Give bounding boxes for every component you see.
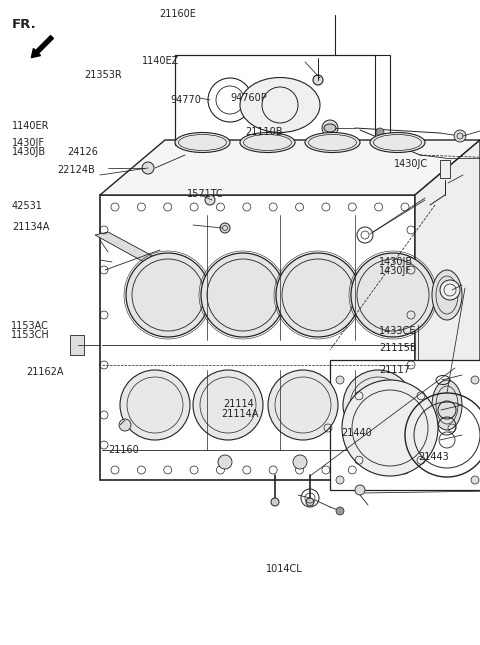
Text: 21134A: 21134A <box>12 222 49 232</box>
Ellipse shape <box>432 270 462 320</box>
Polygon shape <box>95 232 175 272</box>
Circle shape <box>119 419 131 431</box>
Ellipse shape <box>324 124 336 132</box>
Text: 1430JB: 1430JB <box>379 257 413 267</box>
Text: 21162A: 21162A <box>26 366 64 377</box>
Text: 1140EZ: 1140EZ <box>142 56 179 66</box>
Circle shape <box>218 455 232 469</box>
Text: 1433CE: 1433CE <box>379 326 417 336</box>
Circle shape <box>454 130 466 142</box>
Text: 1430JF: 1430JF <box>12 138 45 148</box>
Ellipse shape <box>175 132 230 152</box>
Circle shape <box>440 280 460 300</box>
Bar <box>70 335 84 355</box>
Text: 1430JF: 1430JF <box>379 266 412 276</box>
Ellipse shape <box>240 132 295 152</box>
Text: 21440: 21440 <box>341 428 372 439</box>
Circle shape <box>193 370 263 440</box>
Circle shape <box>201 253 285 337</box>
Circle shape <box>313 75 323 85</box>
Circle shape <box>336 376 344 384</box>
Polygon shape <box>415 140 480 480</box>
Bar <box>330 360 480 490</box>
Circle shape <box>322 120 338 136</box>
Text: 21160: 21160 <box>108 445 139 455</box>
Bar <box>100 195 415 480</box>
Text: 1571TC: 1571TC <box>187 188 224 199</box>
Circle shape <box>336 507 344 515</box>
Text: 21160E: 21160E <box>159 9 196 19</box>
Circle shape <box>368 455 382 469</box>
Circle shape <box>142 162 154 174</box>
Text: 1430JB: 1430JB <box>12 146 46 157</box>
Circle shape <box>343 370 413 440</box>
Circle shape <box>205 195 215 205</box>
Polygon shape <box>100 140 480 195</box>
Text: 21114: 21114 <box>223 399 254 409</box>
Text: FR.: FR. <box>12 18 37 31</box>
Text: 21115B: 21115B <box>379 343 417 353</box>
Text: 21443: 21443 <box>419 451 449 462</box>
Text: 1430JC: 1430JC <box>394 159 428 170</box>
Text: 1153AC: 1153AC <box>11 321 48 332</box>
Text: 1014CL: 1014CL <box>266 564 303 574</box>
Ellipse shape <box>240 77 320 132</box>
Circle shape <box>220 223 230 233</box>
Text: 1140ER: 1140ER <box>12 121 49 131</box>
Circle shape <box>271 498 279 506</box>
Ellipse shape <box>370 132 425 152</box>
Text: 21117: 21117 <box>379 364 410 375</box>
Circle shape <box>306 498 314 506</box>
Circle shape <box>351 253 435 337</box>
Bar <box>175 55 390 145</box>
Text: 24126: 24126 <box>67 146 98 157</box>
Text: 21110B: 21110B <box>245 127 282 137</box>
Text: 21353R: 21353R <box>84 70 122 81</box>
Circle shape <box>376 128 384 136</box>
Circle shape <box>276 253 360 337</box>
Circle shape <box>268 370 338 440</box>
Circle shape <box>471 476 479 484</box>
Circle shape <box>342 380 438 476</box>
Ellipse shape <box>305 132 360 152</box>
Circle shape <box>355 485 365 495</box>
Ellipse shape <box>432 380 462 430</box>
Text: 42531: 42531 <box>12 201 43 212</box>
Circle shape <box>336 476 344 484</box>
Circle shape <box>293 455 307 469</box>
Text: 22124B: 22124B <box>58 164 96 175</box>
Text: 1153CH: 1153CH <box>11 330 49 341</box>
Text: 94770: 94770 <box>170 95 201 105</box>
Text: 21114A: 21114A <box>221 409 258 419</box>
FancyArrow shape <box>31 35 53 57</box>
Circle shape <box>120 370 190 440</box>
Circle shape <box>471 376 479 384</box>
Circle shape <box>126 253 210 337</box>
Bar <box>440 160 450 178</box>
Text: 94760P: 94760P <box>230 93 267 103</box>
